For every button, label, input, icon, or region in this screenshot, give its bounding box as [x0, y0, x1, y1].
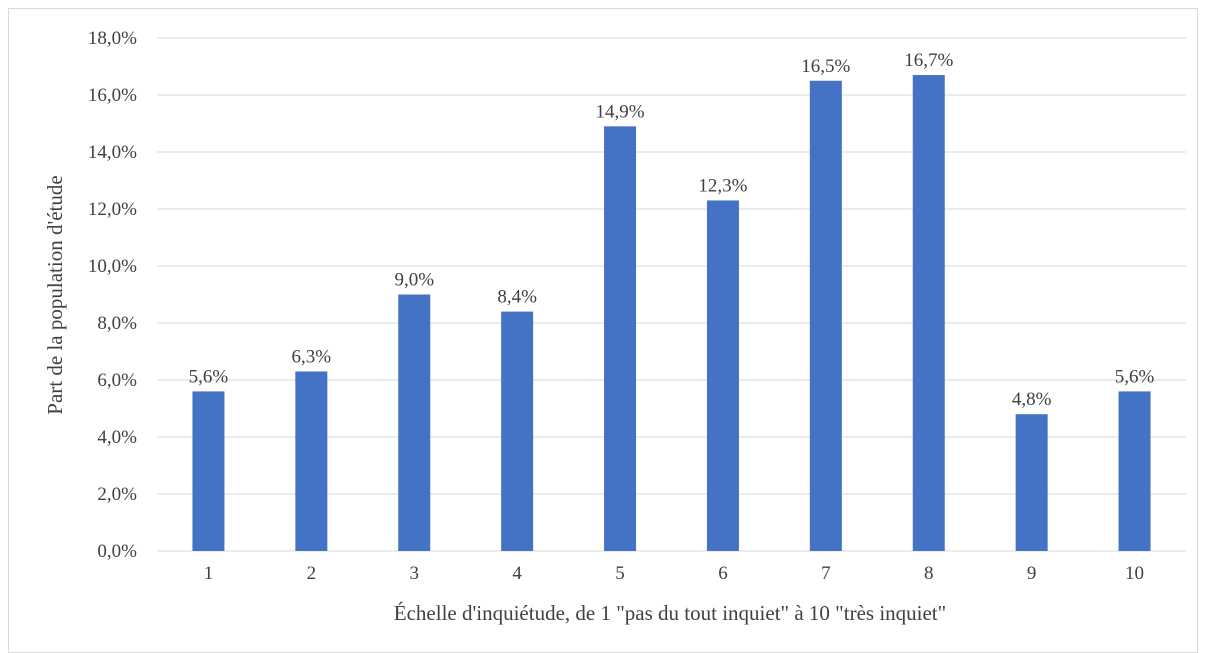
y-tick-label: 16,0%: [88, 85, 137, 106]
bar: [192, 391, 225, 551]
bar: [295, 371, 328, 551]
data-label: 16,7%: [904, 50, 953, 71]
bar: [809, 80, 842, 551]
data-label: 16,5%: [801, 56, 850, 77]
bar: [398, 294, 431, 551]
x-tick-label: 4: [512, 563, 522, 584]
gridlines: [157, 37, 1186, 552]
x-tick-label: 10: [1125, 563, 1144, 584]
x-tick-label: 2: [307, 563, 317, 584]
bar: [912, 75, 945, 552]
y-tick-label: 18,0%: [88, 28, 137, 49]
x-tick-label: 8: [924, 563, 934, 584]
bar: [1118, 391, 1151, 551]
y-tick-label: 10,0%: [88, 256, 137, 277]
y-tick-label: 8,0%: [97, 313, 137, 334]
x-tick-label: 3: [410, 563, 420, 584]
data-label: 4,8%: [1012, 389, 1052, 410]
data-label: 14,9%: [596, 101, 645, 122]
bar: [706, 200, 739, 551]
bar: [1015, 414, 1048, 551]
data-labels: 5,6% 6,3% 9,0% 8,4% 14,9% 12,3% 16,5% 16,7% 4,8%…: [189, 50, 1155, 410]
y-tick-label: 14,0%: [88, 142, 137, 163]
y-tick-label: 6,0%: [97, 370, 137, 391]
x-tick-label: 1: [204, 563, 214, 584]
bars: [192, 75, 1151, 552]
y-tick-label: 2,0%: [97, 484, 137, 505]
data-label: 9,0%: [394, 270, 434, 291]
x-tick-label: 9: [1027, 563, 1037, 584]
y-axis-title: Part de la population d'étude: [43, 175, 67, 414]
x-tick-label: 7: [821, 563, 831, 584]
data-label: 5,6%: [189, 366, 229, 387]
x-axis-title: Échelle d'inquiétude, de 1 "pas du tout …: [394, 601, 946, 625]
x-tick-label: 6: [718, 563, 728, 584]
y-tick-label: 12,0%: [88, 199, 137, 220]
y-tick-label: 0,0%: [97, 541, 137, 562]
bar: [501, 311, 534, 551]
x-tick-label: 5: [615, 563, 625, 584]
data-label: 8,4%: [497, 287, 537, 308]
data-label: 6,3%: [292, 346, 332, 367]
y-tick-label: 4,0%: [97, 427, 137, 448]
data-label: 5,6%: [1115, 366, 1155, 387]
y-axis-ticks: 0,0% 2,0% 4,0% 6,0% 8,0% 10,0% 12,0% 14,0% 16,0%…: [88, 28, 137, 562]
data-label: 12,3%: [698, 175, 747, 196]
x-axis-ticks: 1 2 3 4 5 6 7 8 9 10: [204, 563, 1144, 584]
bar: [604, 126, 637, 551]
